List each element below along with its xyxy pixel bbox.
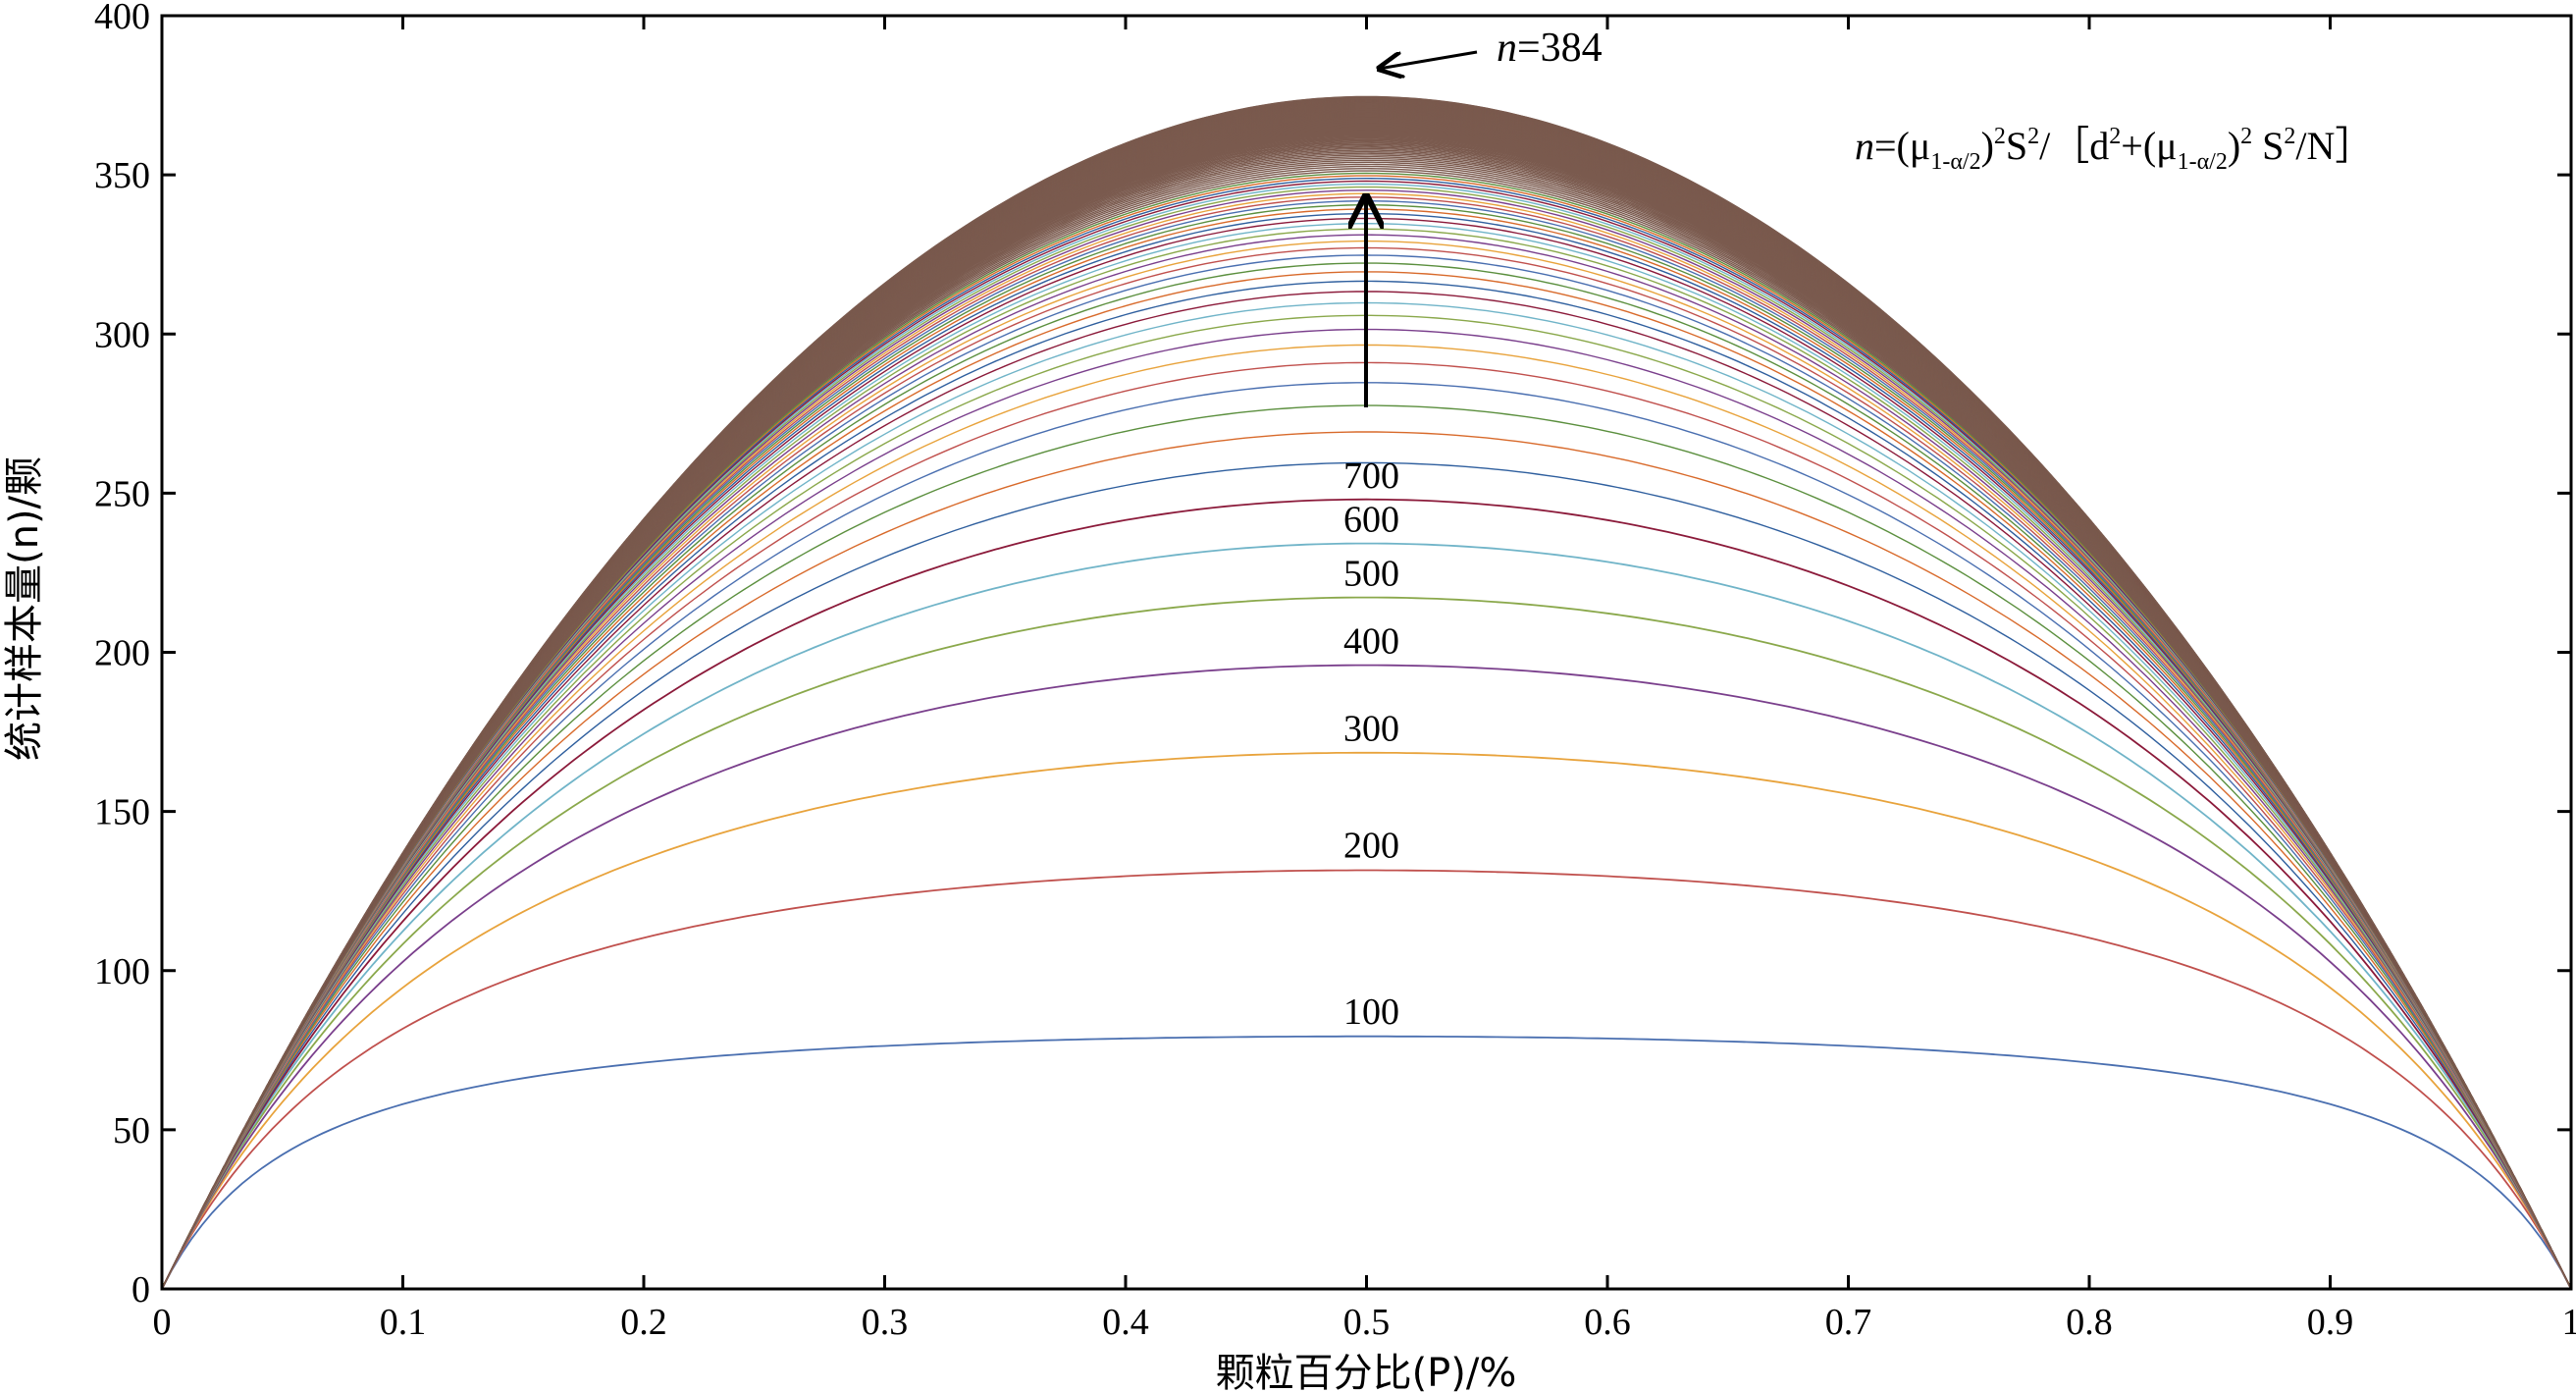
- y-tick-label: 150: [94, 792, 150, 833]
- x-tick-label: 0.4: [1102, 1302, 1149, 1343]
- y-tick-label: 250: [94, 473, 150, 514]
- series-label-300: 300: [1343, 708, 1399, 749]
- y-tick-label: 200: [94, 633, 150, 674]
- series-curve-N800: [161, 461, 2572, 1290]
- series-curve-N600: [161, 542, 2572, 1290]
- max-annotation-label: n=384: [1497, 26, 1603, 71]
- x-tick-label: 0.6: [1584, 1302, 1631, 1343]
- max-annotation-arrow: [1379, 50, 1478, 69]
- y-tick-label: 400: [94, 0, 150, 37]
- series-curve-N300: [161, 751, 2572, 1290]
- series-curve-N1600: [161, 301, 2572, 1290]
- x-tick-label: 0.1: [380, 1302, 427, 1343]
- series-curve-N500: [161, 596, 2572, 1290]
- series-curve-N1700: [161, 291, 2572, 1290]
- series-curve-N200: [161, 869, 2572, 1290]
- y-tick-label: 50: [113, 1110, 150, 1151]
- x-axis-title: 颗粒百分比(P)/%: [1216, 1351, 1517, 1392]
- x-tick-label: 0.5: [1343, 1302, 1391, 1343]
- formula-text: n=(μ1-α/2)2S2/［d2+(μ1-α/2)2 S2/N］: [1855, 124, 2374, 175]
- x-tick-label: 0.2: [620, 1302, 667, 1343]
- series-label-500: 500: [1343, 554, 1399, 595]
- y-tick-label: 350: [94, 155, 150, 196]
- series-curve-N700: [161, 498, 2572, 1290]
- x-tick-label: 0.8: [2066, 1302, 2113, 1343]
- y-tick-label: 100: [94, 951, 150, 992]
- series-curve-N15000: [161, 95, 2572, 1290]
- x-tick-label: 1: [2562, 1302, 2576, 1343]
- series-label-100: 100: [1343, 991, 1399, 1033]
- x-tick-label: 0.7: [1825, 1302, 1872, 1343]
- x-tick-label: 0.3: [862, 1302, 909, 1343]
- x-tick-label: 0.9: [2307, 1302, 2354, 1343]
- series-curve-N3500: [161, 186, 2572, 1290]
- y-tick-label: 0: [131, 1269, 150, 1311]
- x-tick-label: 0: [153, 1302, 172, 1343]
- series-label-200: 200: [1343, 826, 1399, 867]
- series-curve-N1900: [161, 271, 2572, 1290]
- series-label-600: 600: [1343, 500, 1399, 541]
- series-curve-N100: [161, 1035, 2572, 1290]
- max-annotation: n=384: [1379, 26, 1603, 71]
- ticks-group: 0 0.1 0.2 0.3 0.4 0.5 0.6 0.7 0.8 0.9 1 0 50 100 150 20…: [94, 0, 2576, 1343]
- series-curve-N900: [161, 431, 2572, 1290]
- series-label-400: 400: [1343, 620, 1399, 662]
- series-curve-N2100: [161, 254, 2572, 1290]
- series-curve-N3400: [161, 189, 2572, 1290]
- series-label-700: 700: [1343, 455, 1399, 497]
- y-tick-label: 300: [94, 314, 150, 355]
- series-curve-N400: [161, 664, 2572, 1290]
- y-axis-title: 统计样本量(n)/颗: [2, 456, 47, 761]
